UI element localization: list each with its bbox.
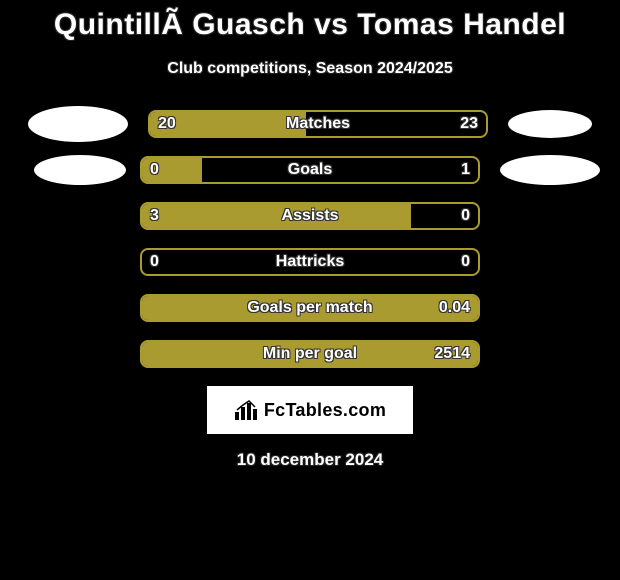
stat-label: Matches [286,115,350,133]
stat-bar: Goals per match 0.04 [140,294,480,322]
stat-bar: 3 Assists 0 [140,202,480,230]
stat-row: Goals per match 0.04 [0,294,620,322]
stat-row: Min per goal 2514 [0,340,620,368]
page-title: QuintillÃ Guasch vs Tomas Handel [0,8,620,42]
logo-box: FcTables.com [207,386,413,434]
logo-text: FcTables.com [264,400,386,421]
comparison-infographic: QuintillÃ Guasch vs Tomas Handel Club co… [0,0,620,580]
stat-value-left: 20 [158,115,176,133]
stat-bar: Min per goal 2514 [140,340,480,368]
bar-chart-icon [234,400,258,420]
stat-label: Hattricks [276,253,344,271]
stat-row: 0 Goals 1 [0,156,620,184]
date-text: 10 december 2024 [237,450,384,470]
footer: FcTables.com 10 december 2024 [0,386,620,470]
stat-value-right: 0 [461,253,470,271]
player-ellipse-right [500,155,600,185]
stat-label: Min per goal [263,345,357,363]
stat-value-left: 3 [150,207,159,225]
stat-value-right: 23 [460,115,478,133]
stats-rows: 20 Matches 23 0 Goals 1 3 Assists 0 0 Hattricks 0 Go… [0,110,620,368]
stat-value-right: 1 [461,161,470,179]
player-ellipse-left [28,106,128,142]
stat-value-right: 2514 [434,345,470,363]
stat-row: 3 Assists 0 [0,202,620,230]
stat-value-right: 0.04 [439,299,470,317]
player-ellipse-left [34,155,126,185]
stat-bar: 0 Hattricks 0 [140,248,480,276]
player-ellipse-right [508,110,592,138]
stat-row: 0 Hattricks 0 [0,248,620,276]
stat-bar: 0 Goals 1 [140,156,480,184]
stat-row: 20 Matches 23 [0,110,620,138]
stat-label: Goals per match [247,299,372,317]
stat-value-left: 0 [150,253,159,271]
page-subtitle: Club competitions, Season 2024/2025 [0,60,620,78]
stat-bar: 20 Matches 23 [148,110,488,138]
stat-value-right: 0 [461,207,470,225]
stat-value-left: 0 [150,161,159,179]
bar-fill-left [142,204,411,228]
stat-label: Goals [288,161,332,179]
stat-label: Assists [282,207,339,225]
